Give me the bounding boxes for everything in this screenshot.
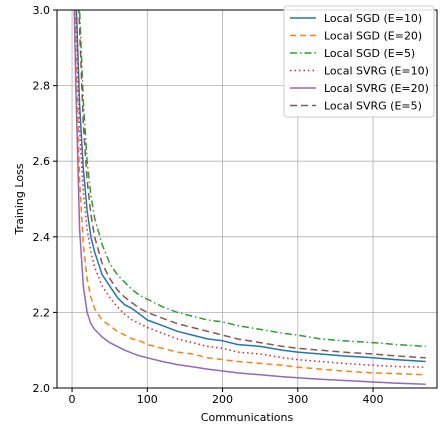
y-axis-label: Training Loss [13, 163, 26, 235]
series-lines [73, 10, 426, 385]
legend-label: Local SGD (E=5) [324, 47, 415, 60]
series-line [78, 10, 426, 348]
series-line [78, 10, 426, 359]
y-tick-label: 2.8 [33, 80, 51, 93]
x-axis-label: Communications [201, 411, 294, 424]
series-line [74, 10, 426, 376]
legend: Local SGD (E=10) Local SGD (E=20) Local SG… [283, 5, 435, 118]
legend-box [283, 5, 435, 118]
legend-label: Local SVRG (E=5) [324, 100, 422, 113]
y-tick-label: 2.0 [33, 382, 51, 395]
y-tick-label: 2.6 [33, 155, 51, 168]
x-tick-label: 200 [212, 393, 233, 406]
x-tick-label: 300 [287, 393, 308, 406]
axis-ticks: 0 100 200 300 400 2.0 2.2 2.4 2.6 2.8 3.0 [33, 4, 384, 406]
legend-label: Local SVRG (E=20) [324, 82, 429, 95]
legend-label: Local SVRG (E=10) [324, 65, 429, 78]
plot-frame [56, 9, 438, 389]
series-line [73, 10, 426, 385]
x-tick-label: 400 [363, 393, 384, 406]
legend-label: Local SGD (E=20) [324, 30, 422, 43]
legend-label: Local SGD (E=10) [324, 12, 422, 25]
y-tick-label: 3.0 [33, 4, 51, 17]
y-tick-label: 2.2 [33, 306, 51, 319]
series-line [75, 10, 426, 363]
y-tick-label: 2.4 [33, 231, 51, 244]
x-tick-label: 0 [69, 393, 76, 406]
x-tick-label: 100 [137, 393, 158, 406]
